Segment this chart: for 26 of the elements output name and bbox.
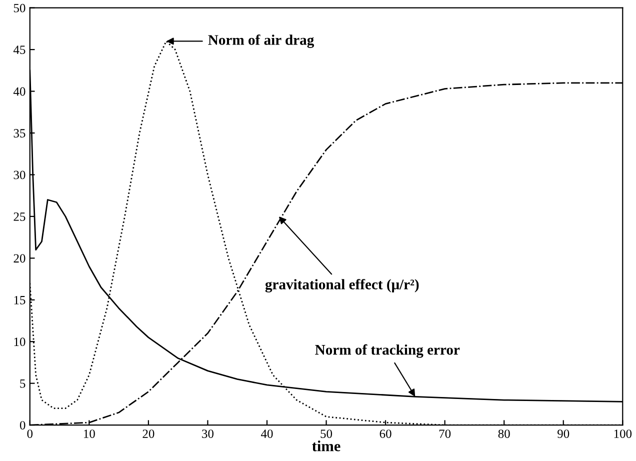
- y-tick-label: 0: [20, 421, 26, 430]
- x-tick-label: 60: [380, 430, 392, 438]
- x-tick-label: 100: [614, 430, 632, 438]
- y-tick-label: 5: [20, 379, 26, 388]
- y-tick-label: 50: [14, 4, 26, 12]
- x-tick-label: 30: [202, 430, 214, 438]
- x-tick-label: 70: [439, 430, 451, 438]
- y-tick-label: 30: [14, 170, 26, 180]
- x-tick-label: 20: [142, 430, 154, 438]
- x-tick-label: 40: [260, 430, 273, 438]
- y-tick-label: 20: [14, 254, 26, 263]
- x-tick-label: 10: [84, 430, 95, 438]
- y-tick-label: 10: [14, 338, 26, 346]
- annotation: gravitational effect (μ/r²): [265, 278, 419, 292]
- annotation: Norm of air drag: [208, 34, 314, 48]
- y-tick-label: 25: [14, 212, 26, 221]
- x-tick-label: 50: [320, 430, 332, 438]
- x-tick-label: 80: [498, 430, 510, 438]
- x-tick-label: 90: [558, 430, 570, 438]
- y-tick-label: 35: [14, 129, 26, 138]
- x-tick-label: 0: [27, 430, 33, 438]
- y-tick-label: 40: [13, 87, 26, 96]
- y-tick-label: 15: [14, 296, 26, 304]
- x-axis-title: time: [312, 440, 340, 452]
- annotation: Norm of tracking error: [315, 344, 460, 358]
- y-tick-label: 45: [13, 46, 26, 54]
